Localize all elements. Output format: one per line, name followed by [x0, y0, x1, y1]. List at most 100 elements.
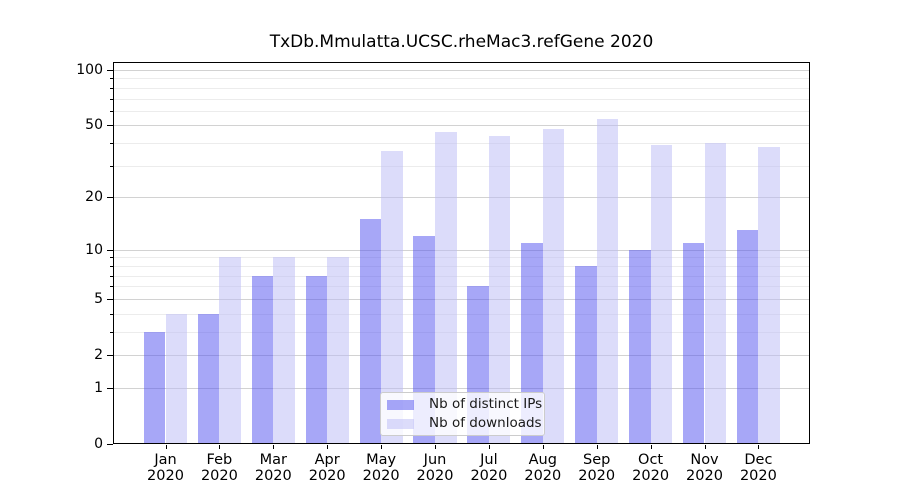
y-tick-label: 0 [94, 436, 103, 452]
x-tick-year: 2020 [524, 468, 562, 484]
bar-downloads [488, 135, 511, 444]
bar-downloads [704, 143, 727, 444]
y-major-tick [107, 125, 113, 127]
gridline-major [114, 197, 809, 199]
bar-distinct-ips [143, 331, 166, 444]
gridline-minor [114, 286, 809, 288]
x-tick-month: Jan [154, 452, 177, 468]
x-tick-label: Jul 2020 [459, 452, 519, 484]
x-tick-label: Mar 2020 [243, 452, 303, 484]
x-tick [650, 445, 652, 449]
legend-row: Nb of distinct IPs [387, 397, 542, 412]
x-tick [596, 445, 598, 449]
x-tick-year: 2020 [308, 468, 346, 484]
bar-distinct-ips [575, 265, 597, 444]
x-tick [273, 445, 275, 449]
bar-downloads [165, 313, 188, 444]
gridline-minor [114, 87, 809, 89]
y-tick-label: 20 [85, 189, 103, 206]
x-tick [704, 445, 706, 449]
chart-title: TxDb.Mmulatta.UCSC.rheMac3.refGene 2020 [269, 32, 654, 52]
x-tick-year: 2020 [362, 468, 400, 484]
bar-downloads [381, 151, 403, 444]
gridline-minor [114, 313, 809, 315]
legend-label: Nb of downloads [429, 415, 542, 431]
x-tick-month: Jul [480, 452, 498, 468]
x-tick [381, 445, 383, 449]
y-major-tick [107, 70, 113, 71]
x-tick-month: Mar [259, 452, 287, 468]
y-tick-label: 2 [94, 347, 103, 363]
gridline-major [114, 387, 809, 389]
legend-label: Nb of distinct IPs [429, 396, 543, 412]
bar-distinct-ips [359, 219, 382, 444]
y-minor-tick [110, 257, 113, 259]
x-tick-label: Sep 2020 [567, 452, 627, 484]
y-major-tick [107, 197, 113, 199]
x-tick-year: 2020 [739, 468, 777, 484]
y-major-tick [107, 387, 113, 389]
bar-downloads [758, 147, 780, 444]
bar-downloads [327, 257, 349, 444]
gridline-major [114, 355, 809, 356]
x-tick-label: May 2020 [351, 452, 411, 484]
x-tick [542, 445, 544, 449]
legend: Nb of distinct IPs Nb of downloads [380, 392, 545, 436]
gridline-major [114, 249, 809, 251]
bar-downloads [596, 119, 619, 444]
y-minor-tick [110, 265, 113, 267]
x-tick [165, 445, 167, 449]
x-tick-year: 2020 [686, 468, 723, 484]
gridline-major [114, 298, 809, 300]
y-minor-tick [110, 98, 113, 100]
y-minor-tick [110, 78, 113, 80]
legend-swatch-distinct-ips [387, 399, 414, 410]
x-tick-month: Dec [744, 452, 773, 468]
x-tick-label: Jan 2020 [136, 452, 196, 484]
bar-distinct-ips [197, 313, 220, 444]
x-tick [488, 445, 490, 449]
bar-downloads [219, 257, 241, 444]
bar-distinct-ips [629, 249, 651, 444]
x-tick-year: 2020 [470, 468, 508, 484]
x-tick-label: Jun 2020 [405, 452, 465, 484]
y-minor-tick [110, 313, 113, 315]
y-major-tick [107, 355, 113, 356]
x-tick-label: Apr 2020 [297, 452, 357, 484]
bar-downloads [650, 145, 673, 444]
bar-downloads [435, 132, 457, 444]
y-tick-label: 10 [85, 241, 103, 258]
y-minor-tick [110, 331, 113, 333]
y-minor-tick [110, 110, 113, 112]
x-tick-label: Aug 2020 [513, 452, 573, 484]
y-tick-label: 100 [76, 62, 103, 78]
x-tick-label: Oct 2020 [621, 452, 681, 484]
x-tick-month: Feb [206, 452, 233, 468]
x-tick-label: Feb 2020 [189, 452, 249, 484]
gridline-minor [114, 78, 809, 80]
x-tick-label: Dec 2020 [728, 452, 788, 484]
y-minor-tick [110, 143, 113, 145]
gridline-minor [114, 98, 809, 100]
x-tick [435, 445, 436, 449]
gridline-major [114, 70, 809, 71]
y-tick-label: 5 [94, 290, 103, 307]
legend-swatch-downloads [387, 418, 414, 429]
x-tick-year: 2020 [578, 468, 616, 484]
x-tick-month: Sep [583, 452, 611, 468]
gridline-minor [114, 110, 809, 112]
x-tick-label: Nov 2020 [675, 452, 735, 484]
bar-distinct-ips [736, 230, 759, 444]
y-major-tick [107, 298, 113, 300]
bar-downloads [542, 128, 565, 444]
x-tick [758, 445, 760, 449]
y-major-tick [107, 444, 113, 445]
x-tick-year: 2020 [632, 468, 670, 484]
x-tick [327, 445, 329, 449]
y-minor-tick [110, 87, 113, 89]
gridline-minor [114, 143, 809, 145]
bar-distinct-ips [251, 275, 274, 444]
x-tick-year: 2020 [200, 468, 238, 484]
gridline-minor [114, 265, 809, 267]
